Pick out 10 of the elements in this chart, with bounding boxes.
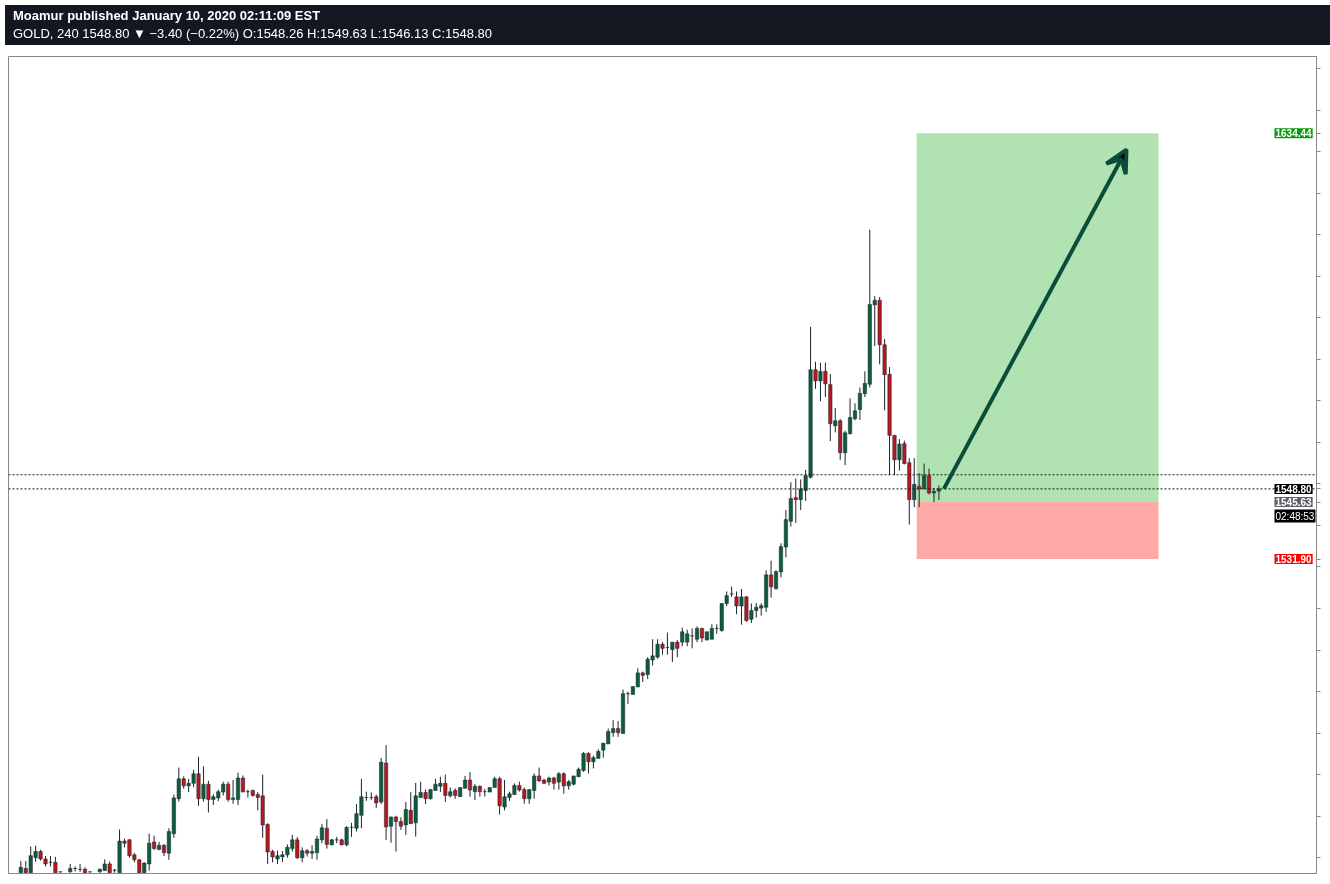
candlestick (936, 484, 941, 501)
chart-subtitle: GOLD, 240 1548.80 ▼ −3.40 (−0.22%) O:1548.26 H:1549.63 L:1546.13 C:1548.80 (13, 25, 493, 43)
annotation: 02:48:53 (1275, 510, 1315, 522)
y-tick-label: 1545.63 (1275, 497, 1313, 509)
y-tick-label: 1548.80 (1275, 483, 1313, 495)
chart-title: Moamur published January 10, 2020 02:11:09 EST (13, 7, 322, 25)
candlestick (78, 863, 83, 873)
y-tick-label: 1531.90 (1275, 554, 1313, 566)
y-tick-label: 1634.44 (1275, 128, 1313, 140)
candlestick (729, 585, 734, 598)
